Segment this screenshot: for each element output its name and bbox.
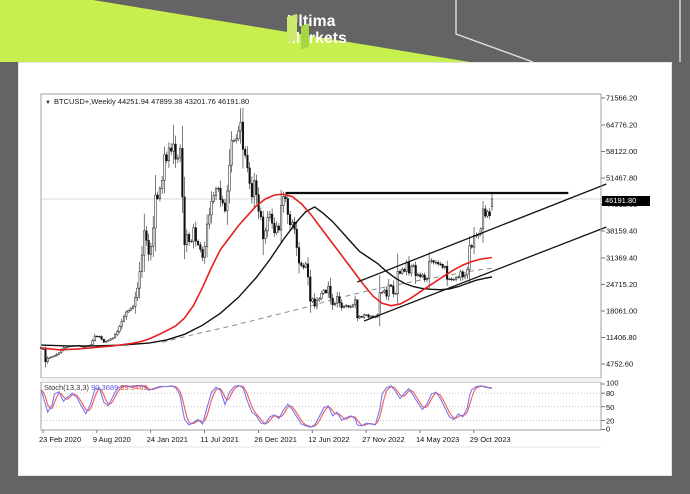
stoch-tick-label: 0: [606, 425, 610, 434]
candlesticks: [39, 107, 494, 368]
symbol-ohlc-label: ▼ BTCUSD+,Weekly 44251.94 47899.38 43201.…: [45, 97, 249, 106]
stoch-tick-label: 80: [606, 389, 614, 398]
stoch-tick-label: 50: [606, 403, 614, 412]
price-tick-label: 4752.60: [606, 360, 633, 369]
main-plot-frame: [40, 93, 602, 379]
main-chart-area[interactable]: [39, 107, 607, 368]
symbol-dropdown-icon[interactable]: ▼: [45, 100, 51, 106]
price-chart-plot[interactable]: 71566.2064776.2058122.0051467.8044813.60…: [19, 63, 671, 475]
stochastic-label: Stoch(13,3,3) 90.3689 89.9463: [44, 383, 147, 392]
stoch-k-line: [40, 384, 493, 428]
price-tick-label: 24715.20: [606, 280, 637, 289]
date-tick-label: 11 Jul 2021: [201, 435, 239, 444]
symbol-ohlc-text: BTCUSD+,Weekly 44251.94 47899.38 43201.7…: [53, 97, 250, 106]
header-decoration: [0, 0, 681, 62]
stochastic-panel[interactable]: [40, 384, 601, 428]
price-tick-label: 38159.40: [606, 227, 637, 236]
date-tick-label: 14 May 2023: [416, 435, 459, 444]
price-tick-label: 58122.00: [606, 147, 637, 156]
stoch-tick-label: 20: [606, 416, 614, 425]
price-tick-label: 11406.80: [606, 333, 637, 342]
panel-divider[interactable]: [41, 378, 601, 382]
price-tick-label: 31369.40: [606, 254, 637, 263]
price-tick-label: 71566.20: [606, 94, 637, 103]
stochastic-name: Stoch(13,3,3): [44, 383, 90, 392]
ultima-markets-logo-icon: [287, 14, 309, 50]
stochastic-k-value: 90.3689: [91, 383, 119, 392]
price-tick-label: 18061.00: [606, 307, 637, 316]
header-banner: Ultima Markets: [0, 0, 690, 62]
stochastic-d-value: 89.9463: [120, 383, 148, 392]
price-axis[interactable]: 71566.2064776.2058122.0051467.8044813.60…: [601, 94, 637, 434]
brand-line1: Ultima: [287, 13, 336, 30]
hexagon-outline-left: [455, 0, 534, 62]
channel-upper-trendline[interactable]: [357, 183, 607, 283]
ma-fast-line: [40, 193, 493, 351]
date-tick-label: 26 Dec 2021: [254, 435, 297, 444]
current-price-tag: 46191.80: [602, 196, 650, 206]
stoch-tick-label: 100: [606, 379, 619, 388]
date-axis[interactable]: 23 Feb 2020 9 Aug 2020 24 Jan 2021 11 Jul 2…: [39, 430, 511, 444]
ma-dashed-line: [162, 267, 493, 343]
chart-window: 71566.2064776.2058122.0051467.8044813.60…: [18, 62, 672, 476]
date-tick-label: 23 Feb 2020: [39, 435, 81, 444]
channel-lower-trendline[interactable]: [363, 226, 607, 322]
date-tick-label: 24 Jan 2021: [147, 435, 188, 444]
date-tick-label: 29 Oct 2023: [470, 435, 511, 444]
date-tick-label: 27 Nov 2022: [362, 435, 405, 444]
ultima-markets-logo: Ultima Markets: [287, 13, 347, 50]
date-tick-label: 9 Aug 2020: [93, 435, 131, 444]
date-tick-label: 12 Jun 2022: [308, 435, 349, 444]
price-tick-label: 64776.20: [606, 121, 637, 130]
price-tick-label: 51467.80: [606, 174, 637, 183]
lime-triangle-shape: [0, 0, 470, 62]
ma-slow-line: [40, 206, 493, 347]
